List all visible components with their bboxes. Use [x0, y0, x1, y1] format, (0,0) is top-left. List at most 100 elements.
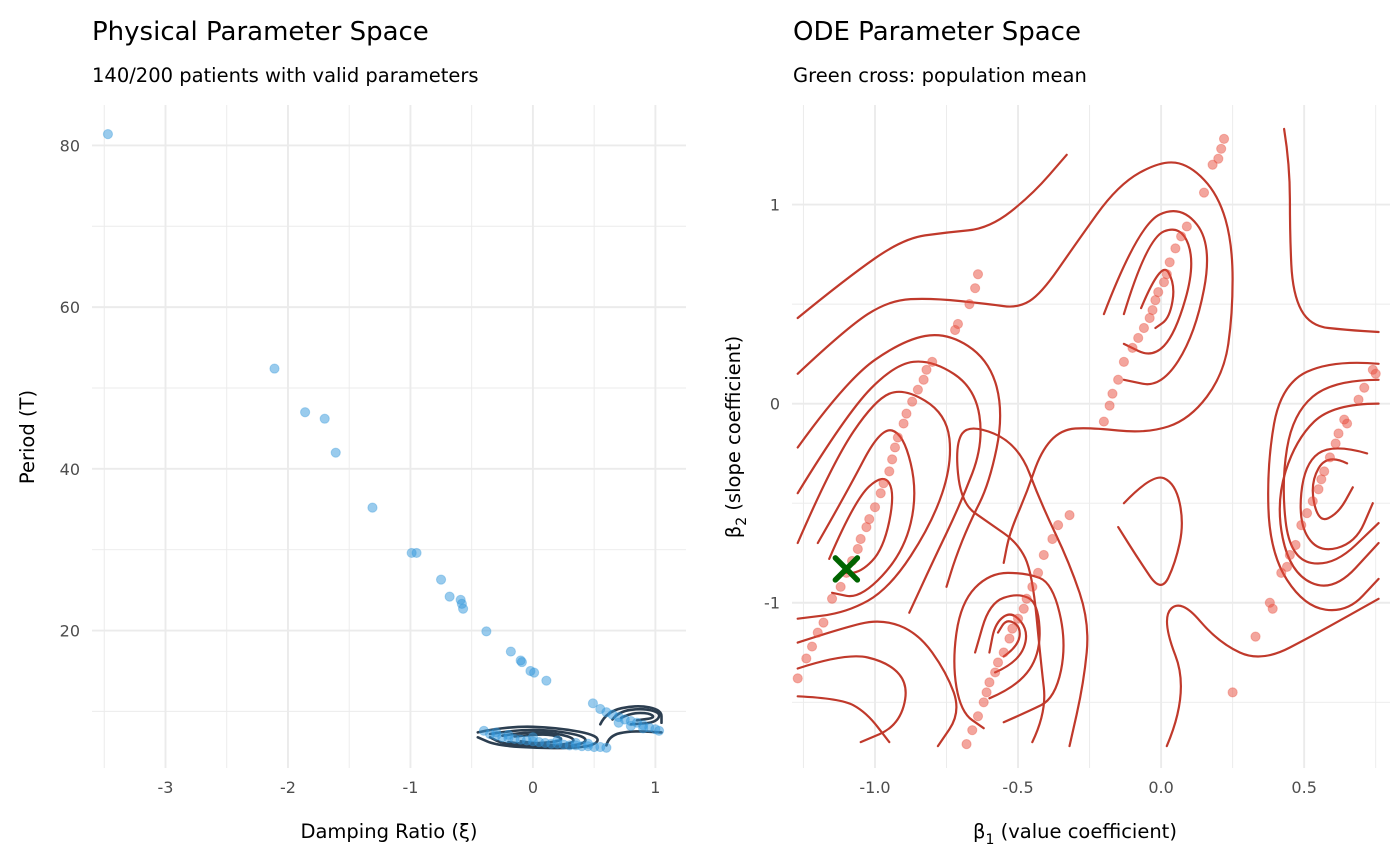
y-tick-label: 1 — [770, 196, 780, 215]
density-contour-line — [611, 707, 661, 726]
physical-parameter-panel: Physical Parameter Space 140/200 patient… — [16, 17, 686, 843]
data-point — [792, 673, 803, 684]
y-tick-label: 40 — [60, 460, 80, 479]
data-point — [921, 364, 932, 375]
data-point — [1301, 508, 1313, 519]
density-contour-line — [1102, 210, 1209, 386]
data-point — [638, 723, 649, 734]
x-tick-label: -1 — [402, 778, 418, 797]
density-contour-line — [974, 594, 1041, 700]
y-label-beta: β — [722, 526, 745, 538]
data-point — [102, 129, 114, 140]
data-point — [1216, 143, 1227, 154]
data-point — [970, 283, 981, 294]
data-point — [582, 738, 594, 749]
data-point — [964, 298, 975, 310]
data-point — [1218, 133, 1230, 144]
data-point — [1098, 416, 1109, 427]
data-point — [998, 647, 1009, 658]
data-point — [972, 269, 984, 280]
data-point — [1281, 561, 1293, 573]
x-tick-label: 1 — [650, 778, 660, 797]
data-point — [984, 677, 995, 688]
data-point — [1341, 418, 1353, 429]
data-point — [1047, 533, 1058, 545]
density-contour-line — [1122, 228, 1193, 355]
data-point — [1127, 342, 1138, 354]
data-point — [864, 514, 875, 525]
x-tick-label: -2 — [280, 778, 296, 797]
data-point — [835, 581, 846, 592]
x-label-beta: β — [973, 820, 985, 843]
data-point — [1353, 394, 1364, 405]
data-point — [269, 363, 280, 374]
data-point — [875, 488, 886, 499]
y-label-subscript: 2 — [734, 517, 750, 526]
density-contour-line — [796, 161, 1234, 564]
data-point — [812, 627, 823, 638]
density-contour-line — [1267, 361, 1380, 612]
data-point — [901, 408, 912, 419]
right-x-axis-label: β1 (value coefficient) — [973, 820, 1177, 848]
data-point — [952, 318, 964, 330]
data-point — [1107, 388, 1118, 399]
data-point — [1330, 438, 1341, 449]
data-point — [992, 657, 1004, 668]
data-point — [1319, 466, 1330, 477]
ode-parameter-panel: ODE Parameter Space Green cross: populat… — [722, 17, 1390, 848]
density-contour-line — [1278, 402, 1380, 587]
right-scatter-points — [792, 133, 1381, 750]
data-point — [601, 742, 612, 753]
data-point — [481, 626, 492, 637]
data-point — [1181, 221, 1192, 232]
data-point — [529, 667, 540, 678]
data-point — [1284, 549, 1295, 561]
left-y-tick-labels: 20 40 60 80 — [60, 136, 80, 640]
right-x-tick-labels: -1.0 -0.5 0.0 0.5 — [859, 778, 1317, 797]
data-point — [907, 396, 918, 407]
data-point — [1276, 567, 1287, 578]
data-point — [491, 727, 502, 738]
data-point — [1176, 231, 1187, 242]
y-label-text: (slope coefficient) — [722, 336, 745, 517]
data-point — [516, 656, 527, 668]
data-point — [1207, 159, 1218, 170]
density-contour-line — [1140, 268, 1175, 330]
data-point — [1307, 496, 1318, 507]
y-tick-label: -1 — [764, 594, 780, 613]
data-point — [1018, 603, 1029, 614]
data-point — [505, 646, 516, 657]
data-point — [801, 653, 812, 664]
data-point — [435, 574, 447, 585]
data-point — [806, 641, 818, 652]
data-point — [990, 667, 1001, 678]
data-point — [330, 447, 341, 458]
x-tick-label: 0.5 — [1291, 778, 1316, 797]
y-tick-label: 0 — [770, 395, 780, 414]
data-point — [818, 617, 829, 628]
data-point — [1161, 269, 1172, 280]
x-tick-label: 0.0 — [1148, 778, 1173, 797]
data-point — [1113, 374, 1124, 385]
data-point — [927, 356, 938, 367]
left-gridlines — [92, 105, 686, 768]
data-point — [1064, 510, 1075, 521]
data-point — [457, 603, 469, 614]
data-point — [967, 725, 978, 736]
data-point — [1267, 603, 1278, 614]
data-point — [319, 413, 330, 424]
data-point — [898, 418, 909, 429]
data-point — [1021, 593, 1032, 604]
density-contour-line — [1283, 127, 1380, 334]
x-tick-label: -0.5 — [1002, 778, 1033, 797]
data-point — [1359, 382, 1370, 393]
density-contour-line — [1165, 597, 1380, 748]
data-point — [613, 717, 624, 728]
density-contour-line — [796, 334, 1002, 588]
data-point — [653, 725, 665, 736]
x-label-text: (value coefficient) — [994, 820, 1177, 843]
density-contour-line — [796, 360, 982, 614]
data-point — [444, 591, 455, 602]
density-contour-line — [796, 153, 1068, 320]
